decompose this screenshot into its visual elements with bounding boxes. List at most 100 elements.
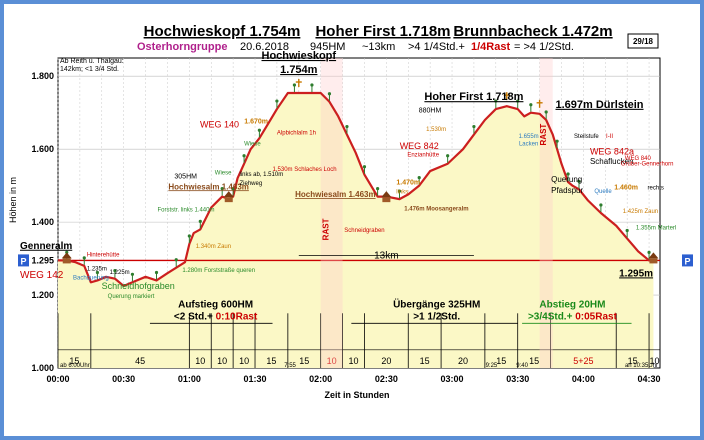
hut-icon: [381, 191, 392, 198]
subtitle-dist: ~13km: [362, 41, 395, 53]
elevation-area-fill: [58, 93, 654, 368]
y-tick-label: 1.600: [31, 144, 54, 154]
tree-icon: [362, 165, 367, 169]
rast-band: [539, 58, 553, 368]
rast-band: [320, 58, 343, 368]
summary-line1: Abstieg 20HM: [539, 299, 605, 310]
annotation-label: 1.670m: [244, 119, 268, 126]
annotation-label: 13km: [374, 251, 398, 262]
x-tick-label: 01:30: [244, 374, 267, 384]
elevation-profile-line: [58, 91, 654, 288]
annotation-label: 1.280m Forststraße queren: [182, 268, 255, 274]
annotation-label: WEG 140: [200, 119, 239, 129]
annotation-label: Alpbichlalm 1h: [277, 131, 316, 137]
segment-duration-label: 10: [349, 356, 359, 366]
tour-number-text: 29/18: [633, 37, 654, 46]
segment-duration-label: 15: [69, 356, 79, 366]
start-note-line1: Ab Reith ü. Thalgau:: [60, 58, 124, 65]
parking-icon-label: P: [684, 256, 690, 266]
x-tick-label: 03:30: [506, 374, 529, 384]
summary-line1: Aufstieg 600HM: [178, 299, 253, 310]
rast-label: RAST: [539, 124, 548, 146]
annotation-label: 1.425m Zaun: [623, 209, 658, 215]
annotation-label: Forststr. links 1.440m: [157, 208, 214, 214]
hut-icon: [649, 258, 658, 264]
hut-icon: [224, 197, 233, 203]
y-tick-label: 1.295: [31, 255, 54, 265]
segment-duration-label: 10: [217, 356, 227, 366]
annotation-label: Querung: [551, 175, 582, 184]
annotation-label: 9:40: [516, 363, 528, 369]
segment-duration-label: 5+25: [573, 356, 593, 366]
tree-icon: [566, 172, 570, 176]
annotation-label: an 10:35Uhr: [625, 363, 658, 369]
segment-duration-label: 15: [420, 356, 430, 366]
annotation-label: rechts: [648, 185, 664, 191]
spacer: 1.295: [51, 253, 54, 255]
tree-icon: [647, 250, 651, 255]
summary-line2: <2 Std.+ 0:10Rast: [174, 311, 258, 322]
tree-icon: [187, 234, 191, 238]
annotation-label: 1.655m: [519, 134, 539, 140]
annotation-label: 1.355m Marterl: [636, 225, 676, 231]
y-axis-label: Höhen in m: [8, 177, 18, 223]
annotation-label: 1.340m Zaun: [196, 244, 231, 250]
annotation-label: 1.470m: [396, 180, 420, 187]
tree-icon: [220, 186, 224, 191]
annotation-label: 880HM: [419, 108, 442, 115]
rast-label: RAST: [322, 218, 331, 240]
tree-icon: [198, 219, 202, 224]
tree-icon: [516, 99, 520, 103]
tree-icon: [310, 83, 314, 87]
annotation-label: Wiese: [215, 171, 232, 177]
tree-icon: [113, 269, 117, 273]
x-tick-label: 03:00: [441, 374, 464, 384]
annotation-label: Hochwiesalm 1.463m: [168, 182, 248, 191]
x-tick-label: 04:00: [572, 374, 595, 384]
annotation-label: WEG 842a: [590, 147, 634, 157]
segment-duration-label: 15: [529, 356, 539, 366]
subtitle-time-a: >4 1/4Std.+: [408, 41, 465, 53]
x-tick-label: 00:00: [46, 374, 69, 384]
annotation-label: 1.754m: [280, 64, 318, 76]
plot-area: 1.000 1.200 1.295 1.400 1.600 1.800 00:00 00:30…: [18, 50, 693, 384]
segment-duration-label: 15: [299, 356, 309, 366]
segment-duration-label: 10: [650, 356, 660, 366]
annotation-label: 1.476m Moosangeralm: [404, 206, 468, 212]
annotation-label: Genneralm: [20, 241, 72, 252]
tree-icon: [154, 270, 159, 275]
annotation-label: Hochwieskopf: [262, 50, 337, 62]
segment-duration-label: 20: [458, 356, 468, 366]
annotation-label: Querung markiert: [108, 294, 155, 300]
annotation-label: Schaflucken: [590, 157, 634, 166]
tree-icon: [472, 124, 476, 129]
tree-icon: [529, 103, 533, 107]
annotation-label: 9:25: [486, 363, 498, 369]
elevation-profile-chart: Hochwieskopf 1.754m Hoher First 1.718m B…: [8, 23, 693, 400]
annotation-label: Pfadspur: [551, 186, 583, 195]
summary-line2: >3/4Std.+ 0:05Rast: [528, 311, 618, 322]
annotation-label: 1.460m: [614, 184, 638, 191]
subtitle-rast: 1/4Rast: [471, 41, 510, 53]
x-tick-label: 02:30: [375, 374, 398, 384]
start-note-line2: 142km; <1 3/4 Std.: [60, 66, 119, 73]
annotation-label: 305HM: [174, 173, 197, 180]
annotation-label: WEG 840: [625, 156, 652, 162]
annotation-label: 1.225m: [110, 270, 130, 276]
annotation-label: Enzianhütte: [407, 152, 439, 158]
hut-icon: [648, 252, 659, 259]
segment-duration-label: 15: [496, 356, 506, 366]
hut-icon: [382, 197, 391, 203]
x-tick-label: 04:30: [638, 374, 661, 384]
subtitle-date: 20.6.2018: [240, 41, 289, 53]
segment-duration-label: 15: [628, 356, 638, 366]
annotation-label: Lacken: [519, 142, 538, 148]
annotation-label: WEG 842: [400, 141, 439, 151]
y-tick-label: 1.200: [31, 290, 54, 300]
hut-icon: [62, 258, 71, 264]
subtitle-time-b: = >4 1/2Std.: [514, 41, 574, 53]
tree-icon: [376, 186, 380, 191]
summary-line1: Übergänge 325HM: [393, 297, 480, 310]
annotation-label: 1.235m: [87, 266, 107, 272]
